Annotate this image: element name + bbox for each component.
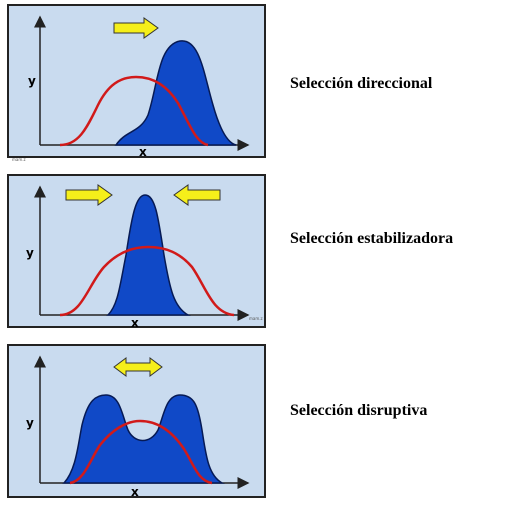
population-curve [106,194,191,316]
caption: Selección direccional [290,75,433,92]
note: mam.z [249,316,263,321]
arrow [113,357,163,377]
original-curve [59,245,235,317]
panel-stabilizing: y x mam.z [7,174,266,330]
original-curve [69,419,213,485]
y-label: y [26,246,34,260]
population-curve [62,394,225,484]
note: mam.z [12,157,26,162]
panel-disruptive: y x [7,344,266,499]
arrow [173,184,221,206]
y-label: y [28,74,36,88]
caption: Selección estabilizadora [290,230,453,247]
arrow [65,184,113,206]
population-curve [114,40,237,146]
panel-directional: y x mam.z [7,4,266,162]
caption: Selección disruptiva [290,402,427,419]
x-label: x [131,316,139,330]
x-label: x [139,145,147,159]
x-label: x [131,485,139,499]
y-label: y [26,416,34,430]
original-curve [59,75,209,147]
arrow [113,17,159,39]
